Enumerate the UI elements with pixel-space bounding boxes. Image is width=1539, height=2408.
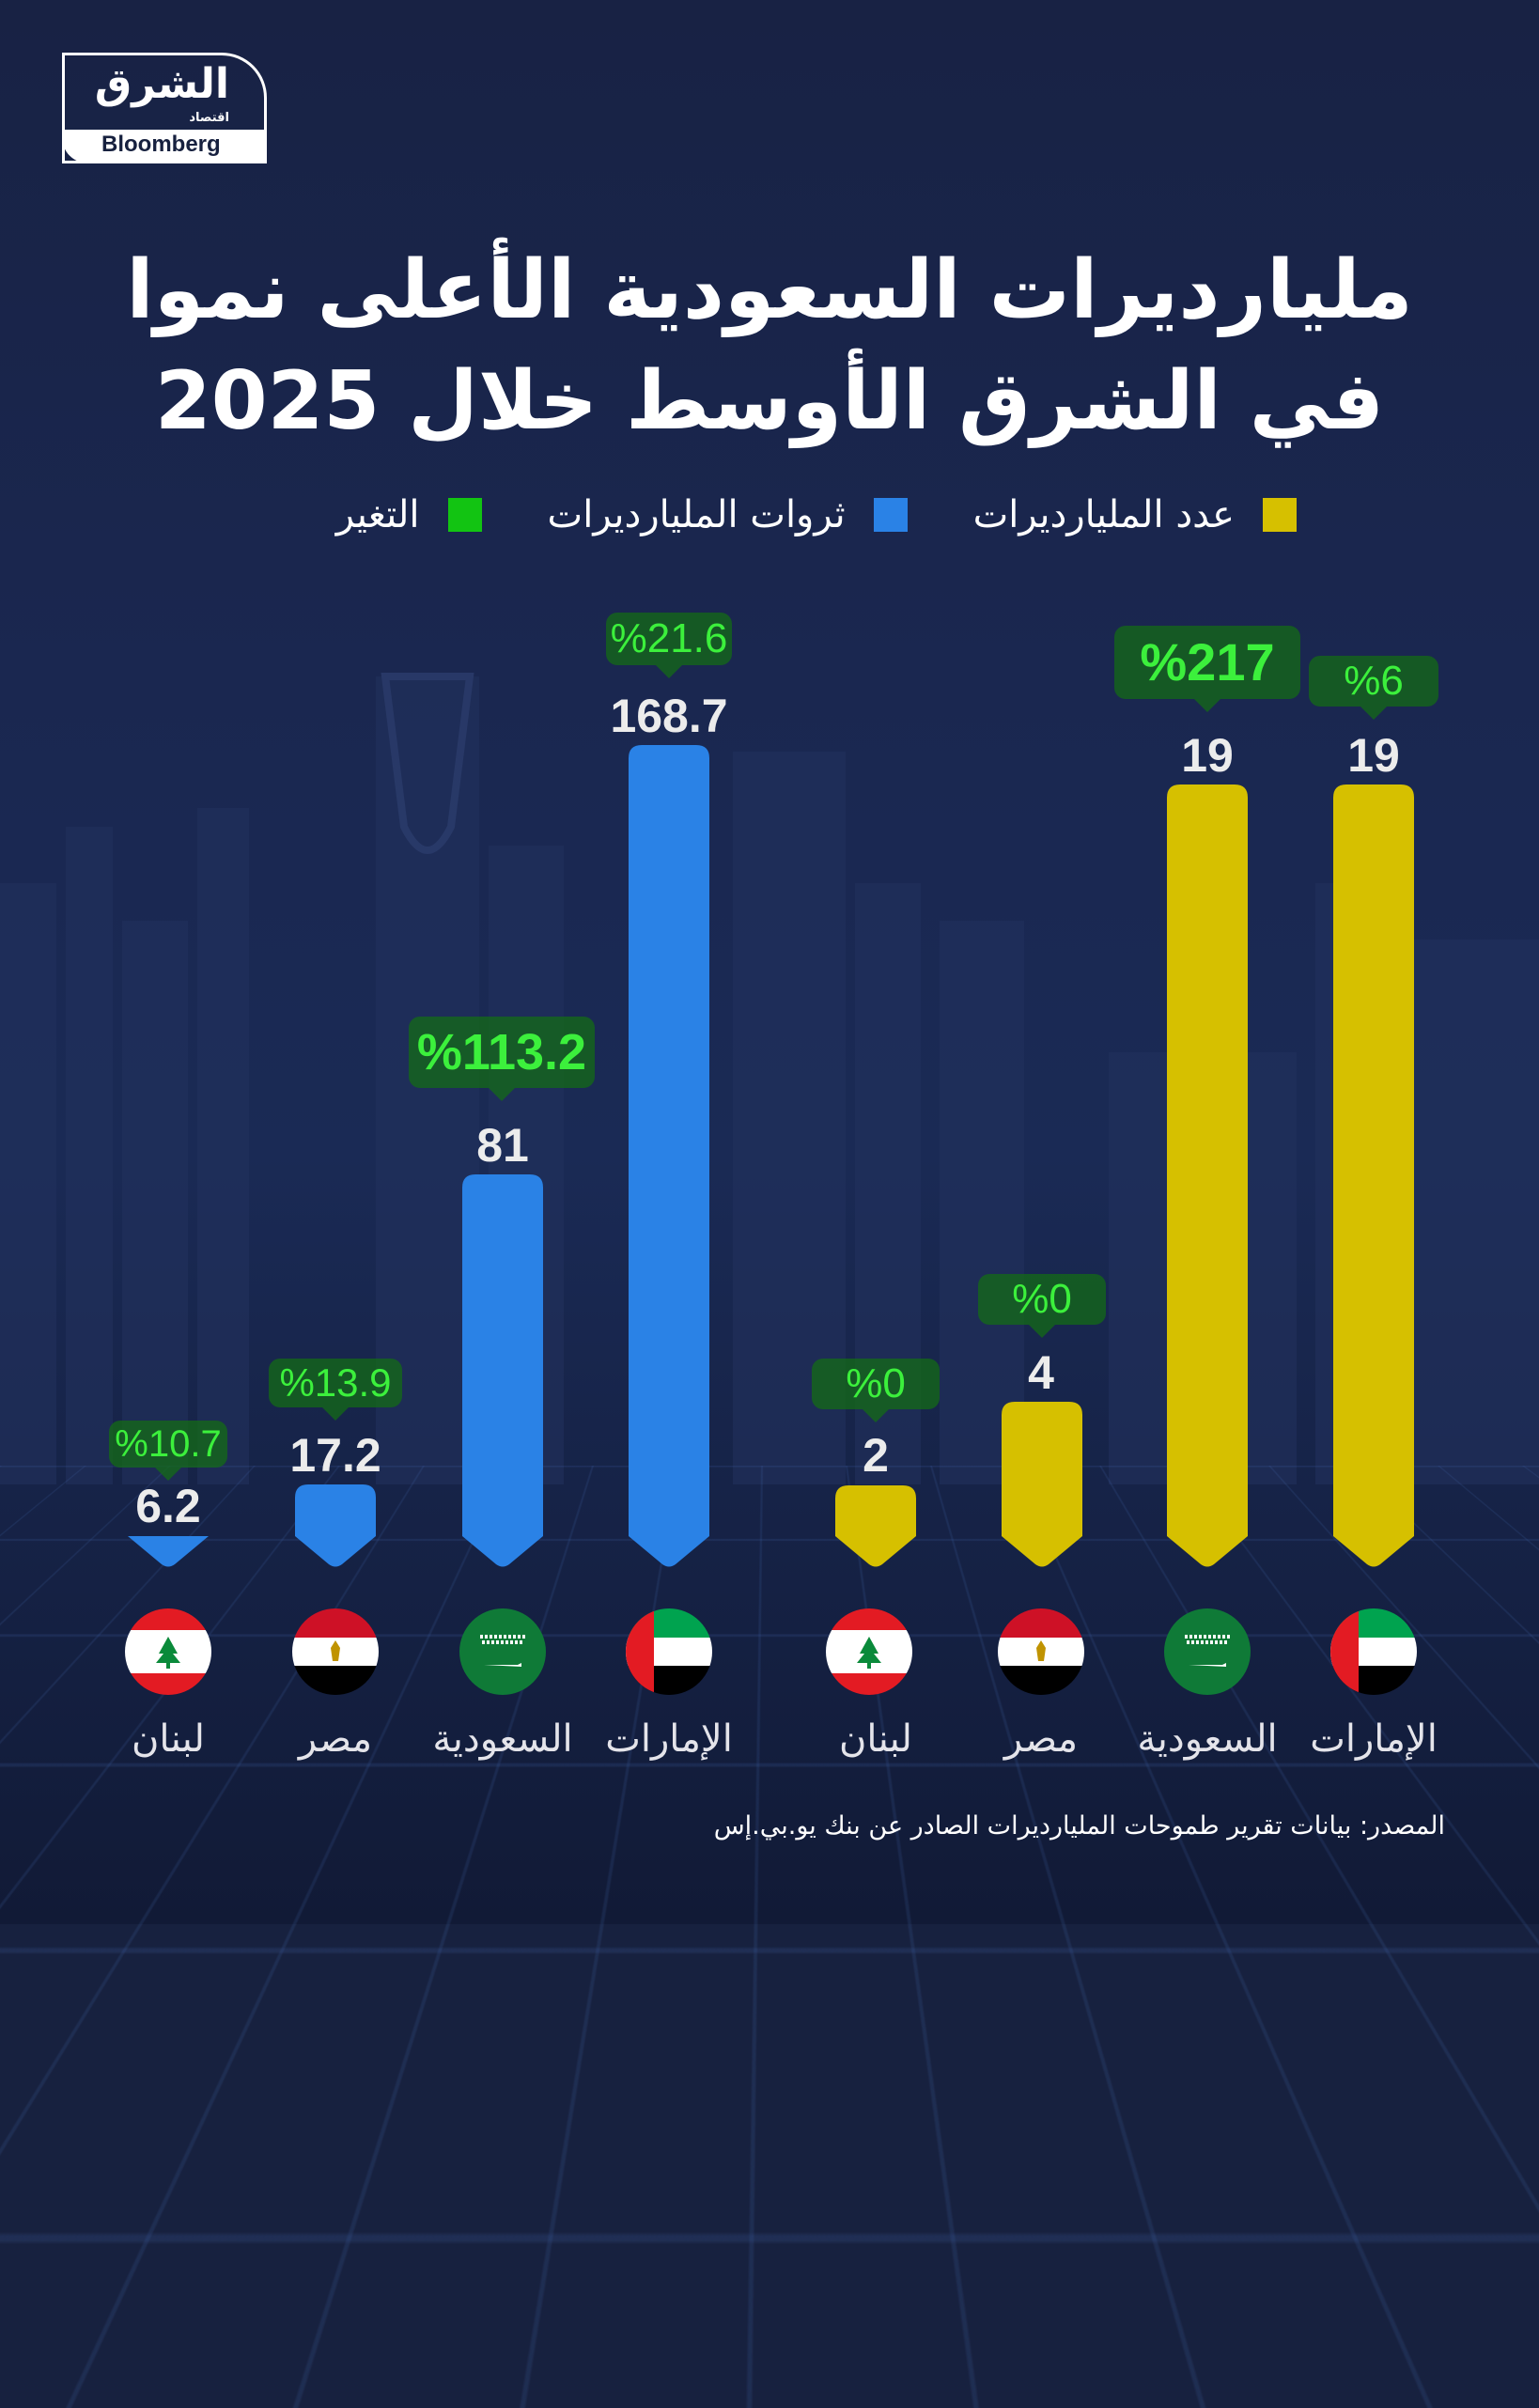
legend-item-change: التغير: [336, 493, 482, 536]
change-bubble-highlight: %113.2: [409, 1017, 595, 1088]
bar-wealth-saudi: [462, 1174, 543, 1569]
legend-swatch-blue: [874, 498, 908, 532]
legend-item-count: عدد المليارديرات: [973, 493, 1297, 536]
title-line-1: مليارديرات السعودية الأعلى نموا: [94, 235, 1445, 346]
bar-value: 2: [763, 1428, 988, 1483]
legend-label: التغير: [336, 493, 420, 536]
uae-flag-icon: [626, 1608, 712, 1695]
change-bubble: %13.9: [269, 1359, 402, 1407]
legend-label: عدد المليارديرات: [973, 493, 1235, 536]
bar-value: 168.7: [556, 689, 782, 743]
legend-swatch-green: [448, 498, 482, 532]
legend-label: ثروات المليارديرات: [548, 493, 846, 536]
saudi-flag-icon: [459, 1608, 546, 1695]
change-bubble: %10.7: [109, 1421, 227, 1468]
legend-swatch-yellow: [1263, 498, 1297, 532]
logo-sub: اقتصاد: [189, 111, 229, 125]
bar-wealth-uae: [629, 745, 709, 1569]
logo-arabic: الشرق: [95, 60, 229, 108]
bar-count-egypt: [1002, 1402, 1082, 1569]
bar-value: 4: [928, 1345, 1154, 1400]
bar-count-uae: [1333, 785, 1414, 1569]
bar-wealth-lebanon: [128, 1536, 209, 1568]
bar-value: 6.2: [55, 1479, 281, 1533]
change-bubble: %0: [978, 1274, 1106, 1325]
logo-bloomberg: Bloomberg: [101, 132, 221, 158]
source-note: المصدر: بيانات تقرير طموحات المليارديرات…: [714, 1811, 1445, 1841]
change-bubble: %6: [1309, 656, 1438, 707]
egypt-flag-icon: [292, 1608, 379, 1695]
chart-title: مليارديرات السعودية الأعلى نموا في الشرق…: [94, 235, 1445, 457]
bar-count-lebanon: [835, 1485, 916, 1569]
change-bubble: %0: [812, 1359, 940, 1409]
bar-wealth-egypt: [295, 1484, 376, 1569]
legend: عدد المليارديرات ثروات المليارديرات التغ…: [336, 493, 1297, 536]
change-bubble: %21.6: [606, 613, 732, 665]
saudi-flag-icon: [1164, 1608, 1251, 1695]
legend-item-wealth: ثروات المليارديرات: [548, 493, 908, 536]
bar-count-saudi: [1167, 785, 1248, 1569]
egypt-flag-icon: [998, 1608, 1084, 1695]
lebanon-flag-icon: [125, 1608, 211, 1695]
country-label: الإمارات: [1261, 1717, 1486, 1761]
change-bubble-highlight: %217: [1114, 626, 1300, 699]
bar-value: 17.2: [223, 1428, 448, 1483]
title-line-2: في الشرق الأوسط خلال 2025: [94, 346, 1445, 457]
bar-value: 81: [390, 1118, 615, 1173]
asharq-bloomberg-logo: الشرق اقتصاد Bloomberg: [62, 53, 271, 167]
bar-value: 19: [1261, 728, 1486, 783]
country-label: الإمارات: [556, 1717, 782, 1761]
lebanon-flag-icon: [826, 1608, 912, 1695]
uae-flag-icon: [1330, 1608, 1417, 1695]
